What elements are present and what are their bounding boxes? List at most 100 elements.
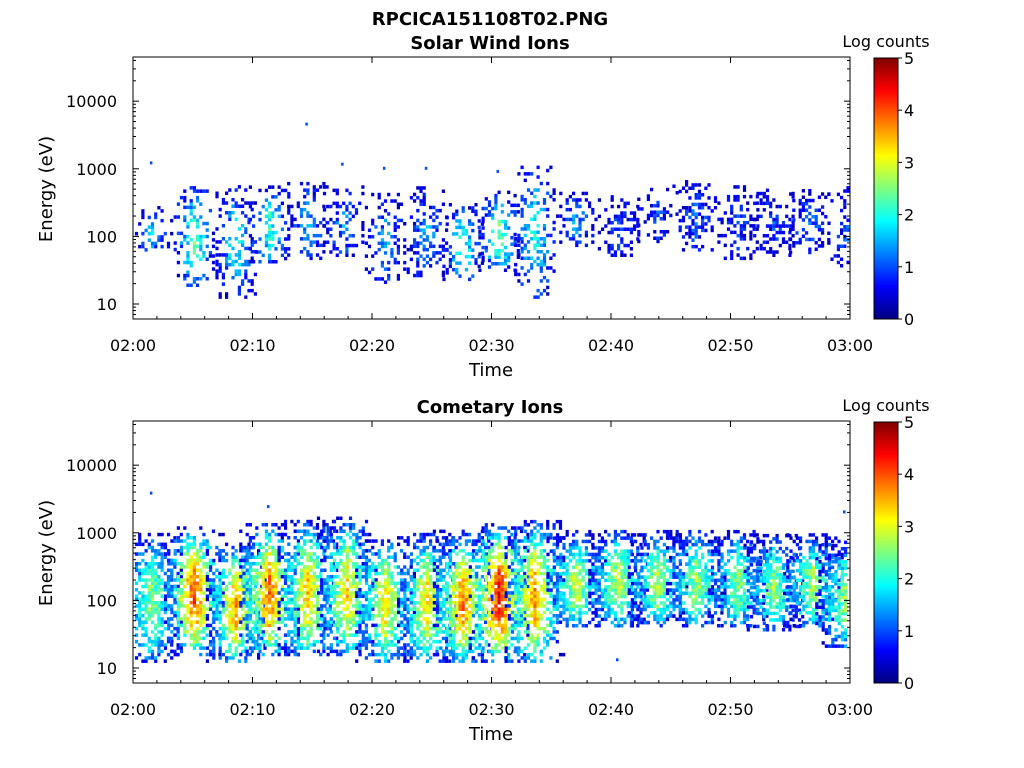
spectrogram-cell (821, 221, 825, 225)
spectrogram-cell (710, 228, 714, 233)
spectrogram-cell (186, 536, 190, 540)
spectrogram-cell (406, 643, 410, 647)
spectrogram-cell (345, 243, 349, 248)
spectrogram-cell (412, 571, 416, 576)
spectrogram-cell (221, 594, 225, 598)
spectrogram-cell (176, 549, 180, 553)
spectrogram-cell (400, 652, 404, 657)
spectrogram-cell (274, 584, 278, 589)
spectrogram-cell (497, 643, 501, 647)
spectrogram-cell (283, 532, 288, 537)
spectrogram-cell (377, 584, 381, 589)
spectrogram-cell (144, 601, 148, 605)
spectrogram-cell (805, 237, 809, 242)
spectrogram-cell (406, 247, 410, 252)
spectrogram-cell (261, 558, 265, 563)
spectrogram-cell (468, 238, 472, 243)
spectrogram-cell (697, 225, 702, 229)
spectrogram-cell (268, 562, 272, 566)
spectrogram-cell (542, 227, 547, 231)
spectrogram-cell (189, 613, 193, 618)
spectrogram-cell (166, 532, 171, 537)
spectrogram-cell (416, 601, 420, 605)
spectrogram-cell (306, 519, 310, 524)
spectrogram-cell (287, 575, 291, 579)
spectrogram-cell (646, 233, 650, 237)
spectrogram-cell (179, 581, 184, 585)
spectrogram-cell (306, 568, 310, 572)
spectrogram-cell (150, 568, 155, 572)
spectrogram-cell (257, 610, 261, 615)
spectrogram-cell (422, 636, 426, 641)
spectrogram-cell (455, 646, 459, 650)
spectrogram-cell (283, 643, 288, 647)
spectrogram-cell (315, 610, 320, 615)
spectrogram-cell (413, 639, 417, 644)
spectrogram-cell (283, 519, 288, 524)
spectrogram-cell (326, 539, 330, 543)
spectrogram-cell (306, 224, 310, 228)
spectrogram-cell (322, 630, 326, 634)
spectrogram-cell (846, 228, 850, 232)
spectrogram-cell (662, 213, 666, 218)
x-tick-label: 02:40 (588, 336, 634, 355)
spectrogram-cell (406, 555, 410, 559)
spectrogram-cell (290, 565, 294, 569)
spectrogram-cell (277, 539, 281, 543)
spectrogram-cell (287, 568, 291, 572)
spectrogram-cell (231, 581, 235, 585)
spectrogram-cell (141, 594, 145, 598)
spectrogram-cell (212, 639, 216, 644)
spectrogram-cell (138, 539, 142, 543)
spectrogram-cell (244, 620, 248, 624)
spectrogram-cell (348, 234, 352, 238)
spectrogram-cell (280, 575, 284, 579)
spectrogram-cell (141, 578, 145, 582)
spectrogram-cell (733, 185, 737, 189)
spectrogram-cell (348, 613, 353, 618)
spectrogram-cell (211, 231, 216, 236)
spectrogram-cell (167, 587, 171, 592)
spectrogram-cell (342, 597, 346, 602)
spectrogram-cell (221, 604, 225, 608)
spectrogram-cell (419, 604, 423, 608)
spectrogram-cell (484, 594, 488, 598)
spectrogram-cell (323, 620, 327, 624)
spectrogram-cell (623, 243, 627, 248)
spectrogram-cell (189, 208, 193, 213)
spectrogram-cell (248, 234, 252, 238)
spectrogram-cell (352, 613, 356, 618)
spectrogram-cell (484, 607, 488, 611)
spectrogram-cell (218, 597, 222, 602)
spectrogram-cell (484, 575, 488, 579)
spectrogram-cell (218, 584, 222, 589)
spectrogram-cell (274, 549, 278, 553)
spectrogram-cell (339, 516, 343, 520)
spectrogram-cell (464, 581, 468, 585)
spectrogram-cell (325, 591, 329, 595)
spectrogram-cell (358, 565, 362, 569)
spectrogram-cell (157, 238, 161, 242)
spectrogram-cell (189, 260, 193, 265)
spectrogram-cell (455, 630, 459, 634)
spectrogram-cell (419, 633, 423, 637)
spectrogram-cell (464, 594, 468, 598)
spectrogram-cell (209, 578, 213, 582)
spectrogram-cell (261, 633, 265, 637)
spectrogram-cell (775, 237, 779, 241)
spectrogram-cell (497, 536, 501, 540)
spectrogram-cell (464, 575, 468, 579)
spectrogram-cell (358, 588, 362, 592)
spectrogram-cell (422, 202, 426, 206)
spectrogram-cell (195, 218, 200, 223)
spectrogram-cell (425, 601, 429, 605)
spectrogram-cell (520, 211, 524, 215)
spectrogram-cell (303, 246, 307, 251)
spectrogram-cell (339, 600, 343, 605)
spectrogram-cell (199, 652, 203, 657)
spectrogram-cell (383, 280, 388, 284)
spectrogram-cell (478, 252, 482, 256)
spectrogram-cell (387, 643, 391, 647)
spectrogram-cell (390, 199, 394, 203)
spectrogram-cell (419, 623, 423, 628)
